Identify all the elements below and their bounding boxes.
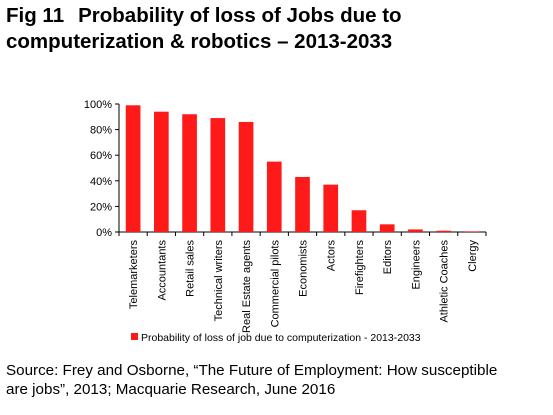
title-text-1: Probability of loss of Jobs due to	[78, 4, 402, 27]
legend-swatch	[131, 333, 138, 340]
figure-title: Fig 11 Probability of loss of Jobs due to…	[6, 3, 551, 55]
bar	[125, 105, 141, 232]
bar	[238, 121, 254, 232]
y-tick-label: 80%	[90, 125, 112, 137]
bar	[210, 118, 226, 232]
bar-chart: 0% 20% 40% 60% 80% 100% Telemarketers Accountan…	[84, 99, 487, 344]
x-tick-label: Real Estate agents	[241, 240, 253, 333]
source-line-1: Source: Frey and Osborne, “The Future of…	[6, 362, 498, 379]
bar	[351, 210, 367, 232]
x-tick-label: Commercial pilots	[269, 240, 281, 328]
y-tick-label: 100%	[84, 99, 112, 111]
x-tick-label: Telemarketers	[128, 240, 140, 310]
y-tick-label: 60%	[90, 150, 112, 162]
bar	[436, 230, 451, 232]
x-tick-label: Retail sales	[185, 240, 197, 297]
x-tick-label: Clergy	[467, 240, 479, 272]
x-tick-label: Technical writers	[213, 240, 225, 322]
bar	[323, 184, 339, 232]
source-line-2: are jobs”, 2013; Macquarie Research, Jun…	[6, 381, 336, 398]
bar	[154, 111, 169, 232]
x-tick-label: Accountants	[156, 240, 168, 301]
y-tick-label: 20%	[90, 201, 112, 213]
legend-label: Probability of loss of job due to comput…	[141, 332, 421, 344]
y-tick-label: 40%	[90, 176, 112, 188]
figure-number: Fig 11	[6, 4, 65, 27]
x-tick-label: Engineers	[410, 240, 422, 290]
bar	[464, 231, 480, 232]
title-line-1: Fig 11 Probability of loss of Jobs due to	[6, 3, 551, 29]
bar	[408, 229, 423, 232]
source-note: Source: Frey and Osborne, “The Future of…	[6, 361, 551, 399]
y-tick-label: 0%	[96, 227, 112, 239]
bar	[379, 224, 395, 232]
bar	[182, 114, 197, 232]
x-tick-label: Actors	[326, 240, 338, 272]
x-tick-label: Economists	[298, 240, 310, 297]
x-tick-label: Athletic Coaches	[439, 240, 451, 323]
x-tick-label: Firefighters	[354, 240, 366, 296]
title-line-2: computerization & robotics – 2013-2033	[6, 30, 393, 53]
bar	[295, 176, 310, 232]
bar	[266, 161, 282, 232]
x-tick-label: Editors	[382, 240, 394, 275]
